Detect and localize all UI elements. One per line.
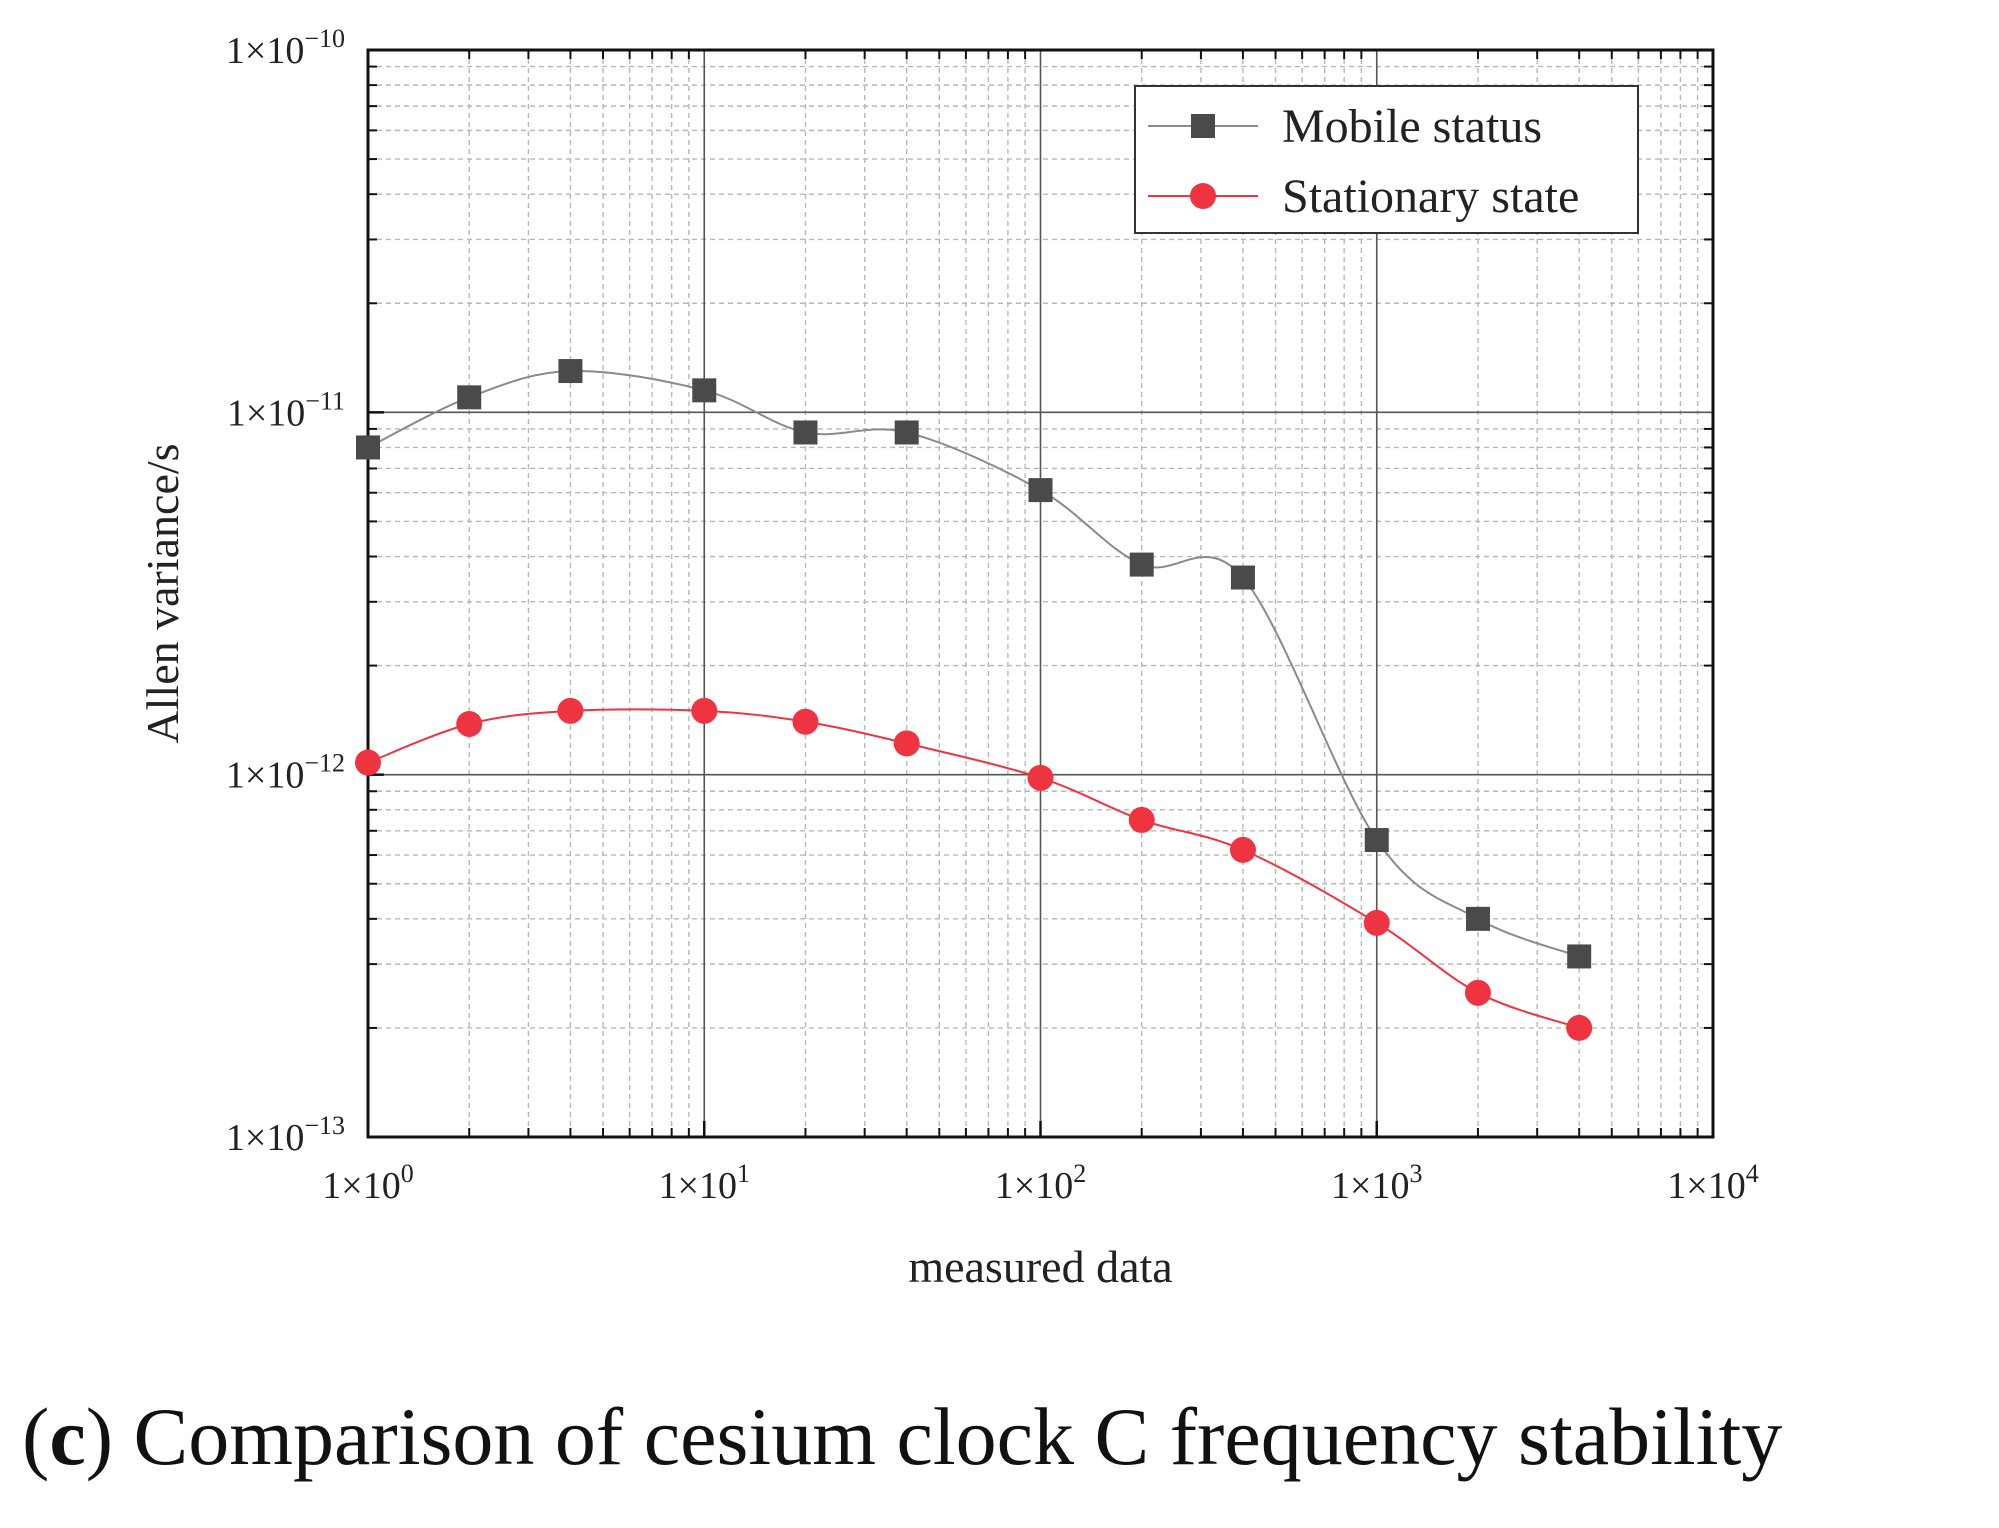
- x-tick-label: 1×103: [1331, 1159, 1422, 1207]
- figure-caption: (c) Comparison of cesium clock C frequen…: [22, 1391, 1783, 1482]
- caption-text: Comparison of cesium clock C frequency s…: [133, 1391, 1783, 1482]
- y-tick-label: 1×10−11: [227, 386, 345, 434]
- legend-marker-stationary-state: [1190, 183, 1216, 209]
- data-point-mobile-status: [1028, 478, 1053, 503]
- x-tick-label: 1×101: [659, 1159, 750, 1207]
- legend-marker-mobile-status: [1191, 114, 1215, 138]
- x-tick-label: 1×102: [995, 1159, 1086, 1207]
- data-point-stationary-state: [557, 697, 584, 724]
- legend-label-stationary-state: Stationary state: [1282, 170, 1579, 223]
- x-tick-label: 1×104: [1667, 1159, 1758, 1207]
- data-point-mobile-status: [457, 385, 482, 410]
- legend-label-mobile-status: Mobile status: [1282, 100, 1542, 153]
- y-tick-label: 1×10−13: [226, 1111, 345, 1159]
- data-point-mobile-status: [692, 378, 717, 403]
- data-point-mobile-status: [558, 359, 583, 384]
- data-point-mobile-status: [1230, 565, 1255, 590]
- data-point-mobile-status: [894, 420, 919, 445]
- data-point-mobile-status: [356, 435, 380, 460]
- data-point-mobile-status: [1364, 828, 1389, 853]
- x-tick-labels: 1×100 1×101 1×102 1×103 1×104: [322, 1159, 1758, 1207]
- data-point-stationary-state: [691, 697, 718, 724]
- x-tick-label: 1×100: [322, 1159, 413, 1207]
- data-point-stationary-state: [1464, 979, 1491, 1006]
- data-point-mobile-status: [1465, 906, 1490, 931]
- data-point-stationary-state: [1229, 836, 1256, 863]
- caption-panel-label: c: [49, 1391, 86, 1482]
- data-point-stationary-state: [1128, 806, 1155, 833]
- data-point-stationary-state: [792, 708, 819, 735]
- data-point-mobile-status: [1129, 552, 1154, 577]
- y-tick-label: 1×10−12: [226, 749, 345, 797]
- series-layer: [355, 359, 1593, 1041]
- legend: Mobile status Stationary state: [1134, 85, 1639, 234]
- legend-box: [1134, 85, 1639, 234]
- data-point-stationary-state: [1363, 909, 1390, 936]
- data-point-stationary-state: [1027, 764, 1054, 791]
- data-point-mobile-status: [1567, 944, 1592, 969]
- data-point-stationary-state: [355, 749, 381, 776]
- y-tick-label: 1×10−10: [226, 24, 345, 72]
- data-point-stationary-state: [893, 730, 920, 757]
- data-point-stationary-state: [1566, 1014, 1593, 1041]
- data-point-mobile-status: [793, 420, 818, 445]
- y-axis-label: Allen variance/s: [137, 443, 188, 743]
- data-point-stationary-state: [456, 710, 483, 737]
- y-tick-labels: 1×10−10 1×10−11 1×10−12 1×10−13: [226, 24, 345, 1159]
- plot-frame: [366, 48, 1715, 1139]
- x-axis-label: measured data: [908, 1241, 1172, 1292]
